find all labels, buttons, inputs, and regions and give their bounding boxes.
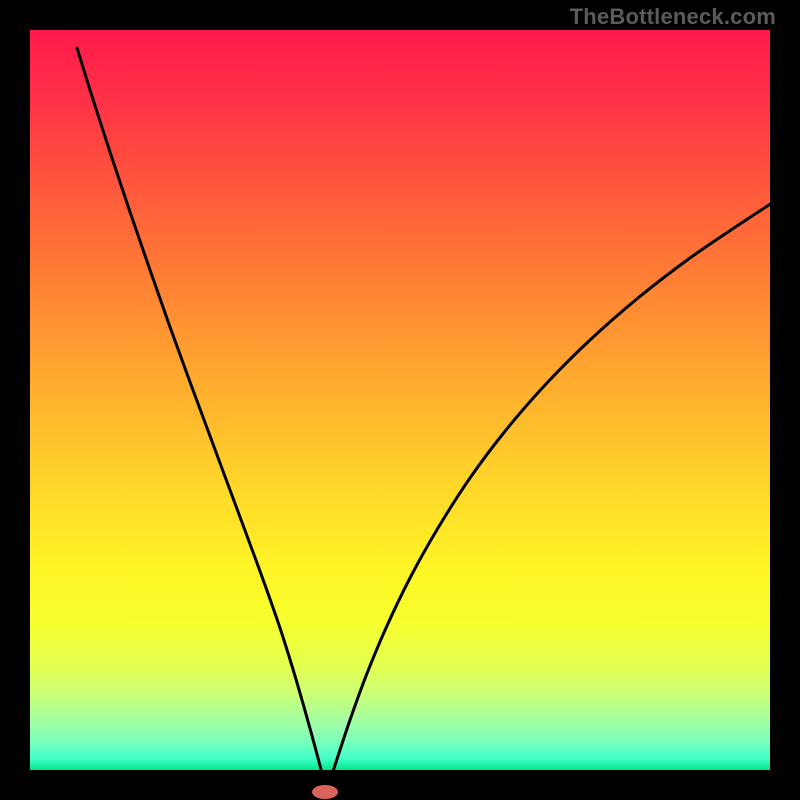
chart-canvas: TheBottleneck.com [0, 0, 800, 800]
plot-area [30, 30, 770, 770]
watermark-text: TheBottleneck.com [570, 4, 776, 30]
